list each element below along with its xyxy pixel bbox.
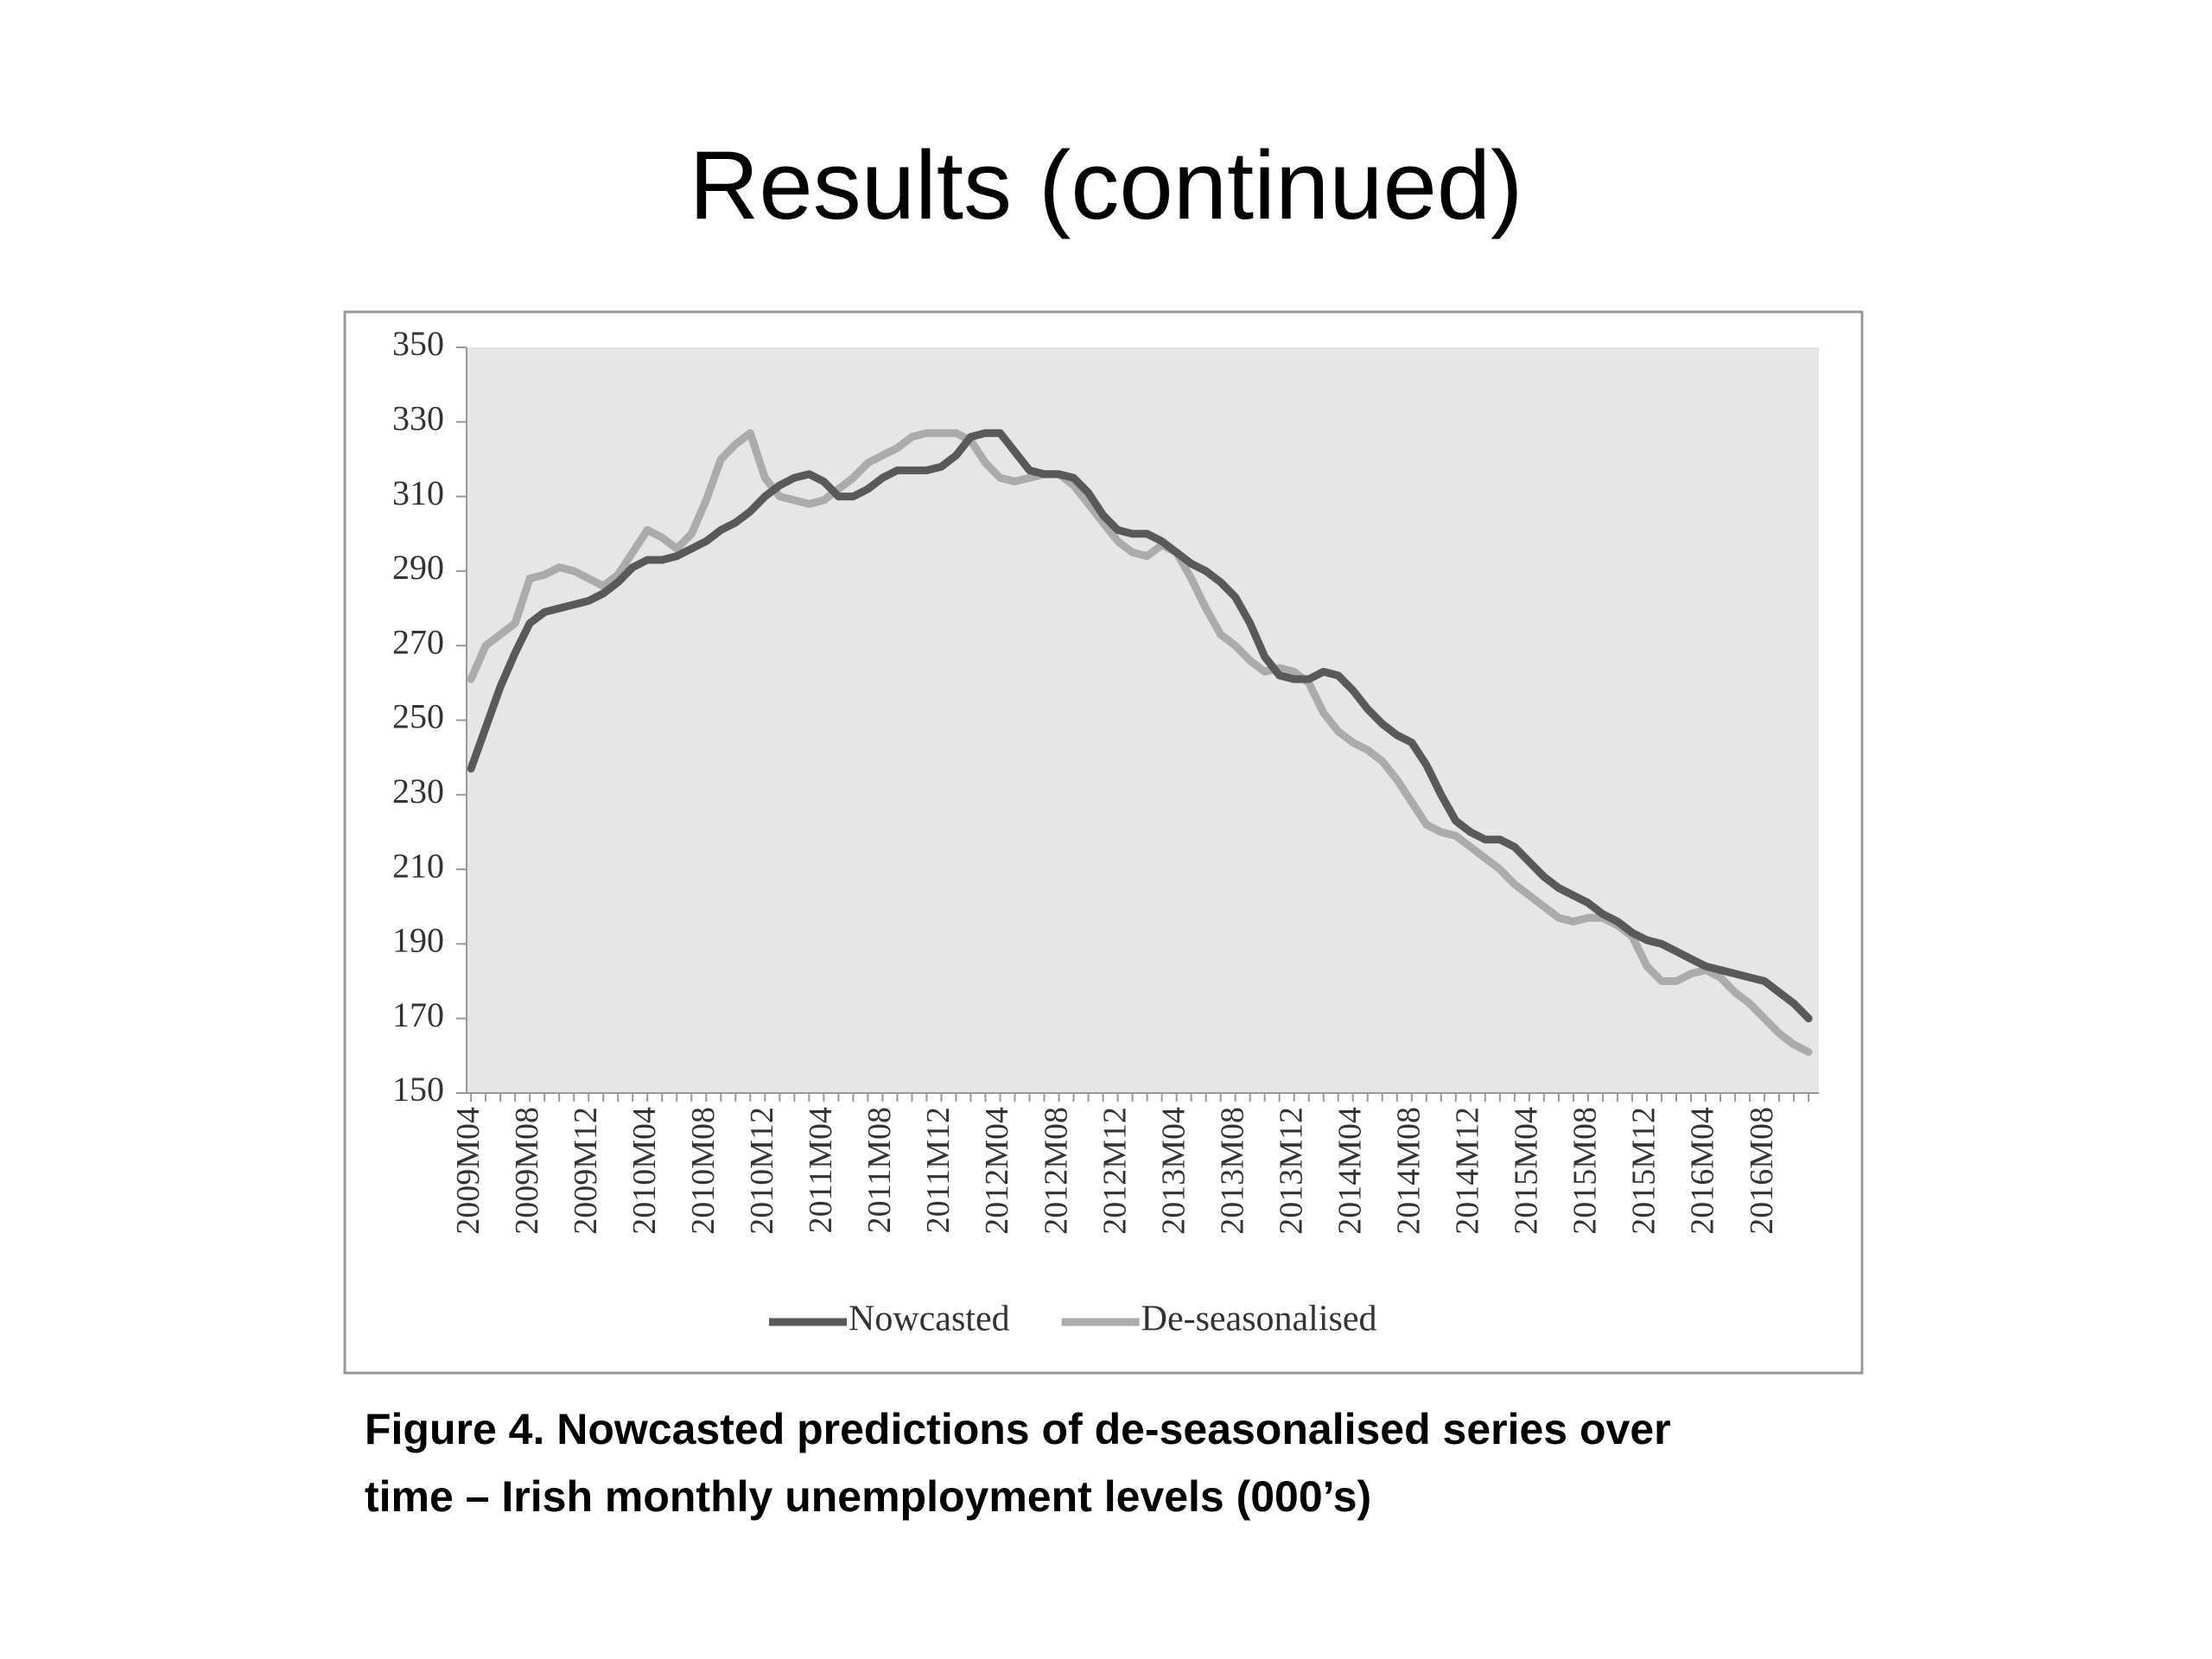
x-tick-label: 2014M04 [1332,1107,1368,1235]
series-line [467,429,1813,1056]
legend-label: De-seasonalised [1141,1300,1377,1339]
x-tick-label: 2010M04 [626,1107,663,1235]
x-tick-label: 2016M08 [1744,1107,1780,1235]
x-tick-label: 2013M04 [1155,1107,1192,1235]
x-tick-label: 2012M12 [1096,1107,1133,1235]
y-tick-label: 210 [392,846,444,885]
x-tick-label: 2011M12 [920,1107,957,1233]
y-tick-label: 250 [392,697,444,736]
y-tick-label: 310 [392,474,444,512]
x-tick-label: 2009M08 [509,1107,545,1235]
x-tick-label: 2010M08 [685,1107,721,1235]
x-tick-label: 2011M08 [861,1107,898,1233]
caption-line: time – Irish monthly unemployment levels… [365,1472,1372,1521]
x-tick-label: 2011M04 [803,1107,839,1233]
series-line [467,429,1813,1023]
x-tick-label: 2015M08 [1567,1107,1604,1235]
caption: Figure 4. Nowcasted predictions of de-se… [365,1395,1671,1530]
slide-title: Results (continued) [689,131,1523,239]
y-tick-label: 150 [392,1070,444,1109]
y-tick-label: 190 [392,921,444,960]
y-tick-label: 350 [392,324,444,363]
x-tick-label: 2014M12 [1450,1107,1486,1235]
x-tick-label: 2016M04 [1685,1107,1721,1235]
y-tick-label: 270 [392,622,444,661]
x-tick-label: 2013M08 [1214,1107,1250,1235]
y-tick-label: 290 [392,548,444,587]
x-tick-label: 2013M12 [1273,1107,1309,1235]
x-tick-label: 2009M12 [568,1107,604,1235]
x-tick-label: 2015M12 [1626,1107,1662,1235]
x-tick-label: 2009M04 [450,1107,486,1235]
plot-area [467,347,1819,1093]
y-tick-label: 330 [392,398,444,437]
x-tick-label: 2014M08 [1391,1107,1427,1235]
x-tick-label: 2015M04 [1509,1107,1545,1235]
x-tick-label: 2012M04 [979,1107,1015,1235]
y-tick-label: 230 [392,772,444,810]
x-tick-label: 2010M12 [744,1107,780,1235]
x-tick-label: 2012M08 [1038,1107,1074,1235]
y-tick-label: 170 [392,995,444,1034]
caption-line: Figure 4. Nowcasted predictions of de-se… [365,1405,1671,1453]
legend-label: Nowcasted [849,1300,1010,1339]
